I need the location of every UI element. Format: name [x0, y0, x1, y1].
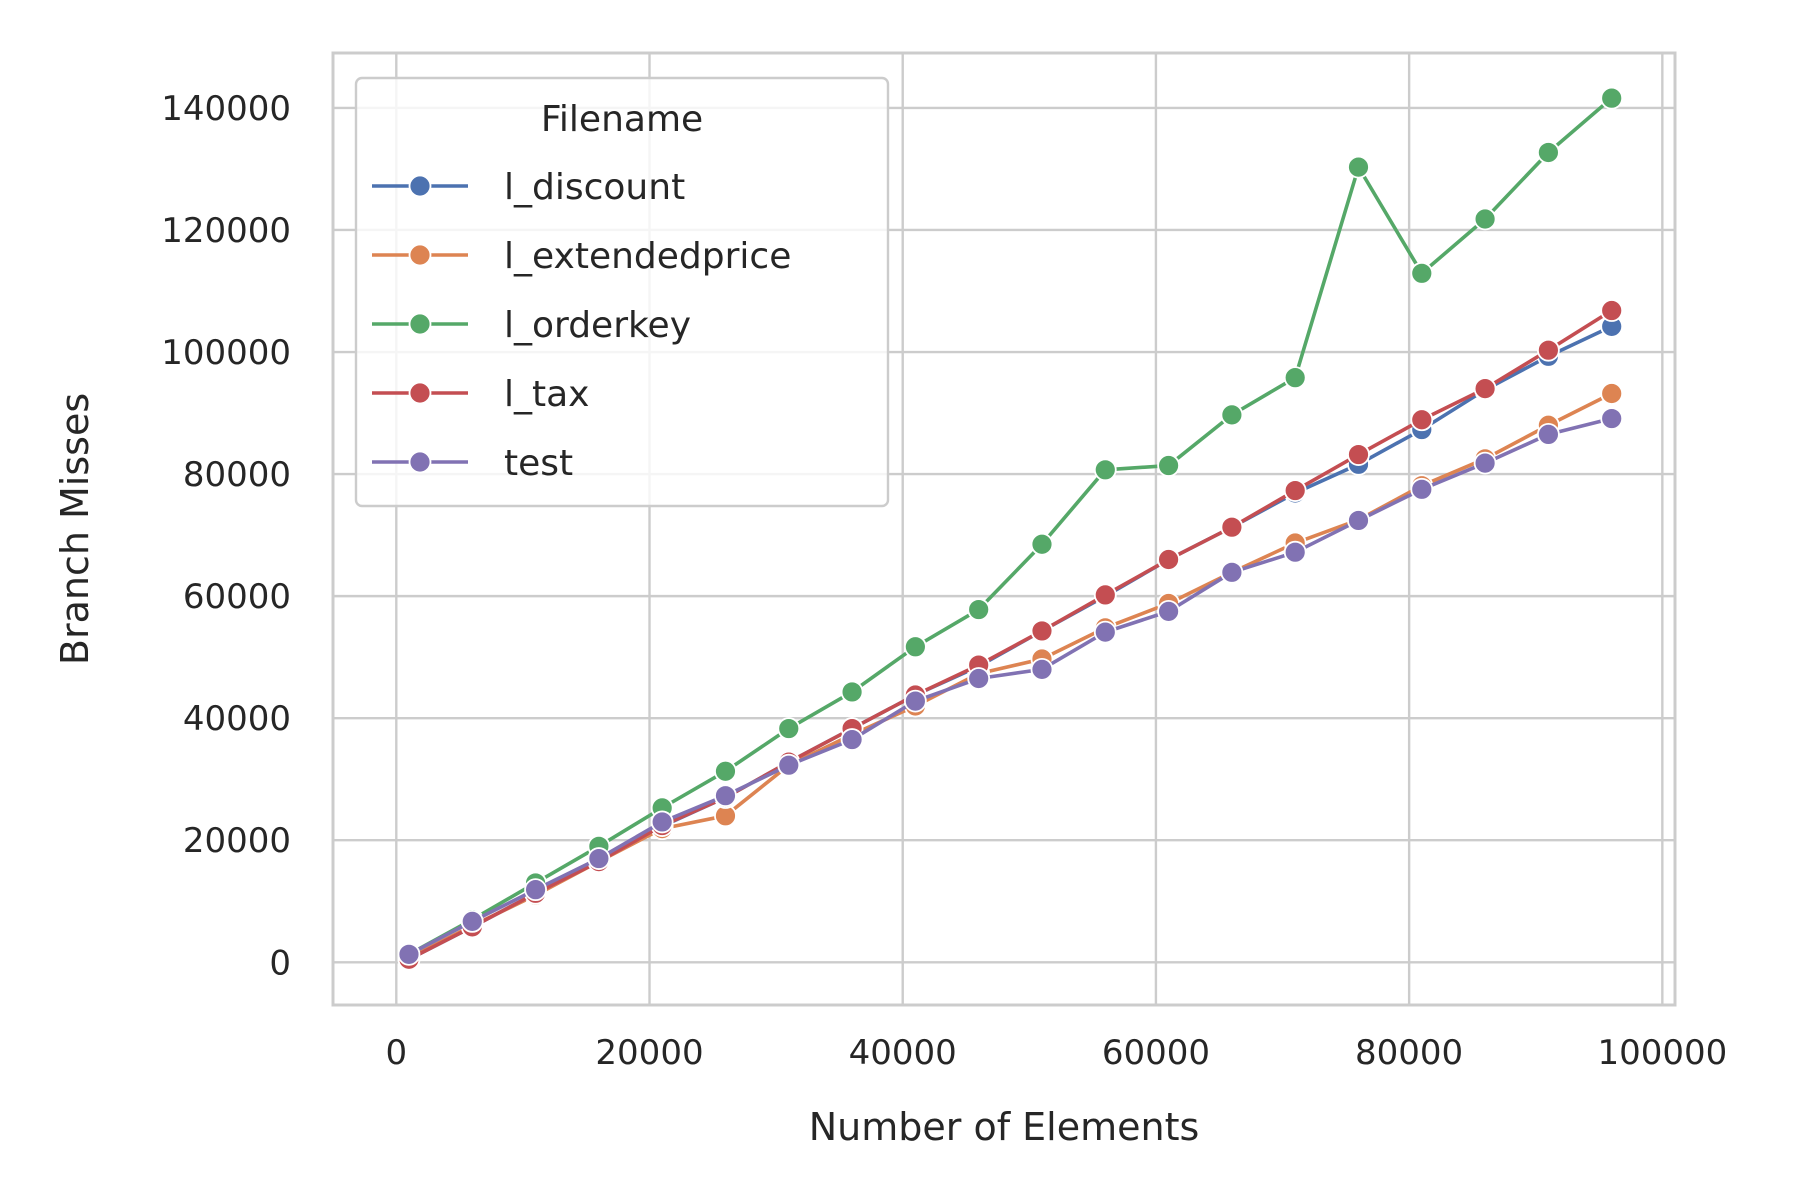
data-point-l_tax	[1347, 443, 1370, 466]
legend-label: l_discount	[504, 167, 685, 208]
legend: Filename l_discount l_extendedprice l_orde…	[354, 76, 890, 508]
y-tick-label: 100000	[161, 333, 291, 373]
data-point-test	[1347, 509, 1370, 532]
legend-swatch-marker	[408, 312, 432, 336]
legend-items: l_discount l_extendedprice l_orderkey l_tax…	[372, 167, 791, 484]
y-tick-label: 120000	[161, 211, 291, 251]
y-tick-label: 140000	[161, 89, 291, 129]
data-point-l_orderkey	[1283, 366, 1307, 390]
data-point-l_tax	[1030, 619, 1054, 643]
data-point-l_orderkey	[840, 680, 864, 704]
legend-swatch-marker	[408, 450, 432, 474]
data-point-l_tax	[1410, 408, 1434, 432]
y-tick-labels: 0 20000 40000 60000 80000 100000 120000 140000	[161, 89, 291, 983]
data-point-l_orderkey	[777, 717, 801, 740]
data-point-l_orderkey	[1600, 86, 1624, 110]
data-point-l_orderkey	[1347, 155, 1370, 179]
data-point-l_extendedprice	[1600, 382, 1624, 405]
data-point-l_tax	[1093, 583, 1117, 607]
data-point-l_orderkey	[1220, 403, 1244, 427]
data-point-l_tax	[1157, 548, 1180, 571]
x-tick-label: 100000	[1597, 1033, 1727, 1073]
data-point-test	[1093, 620, 1117, 644]
legend-swatch-marker	[408, 174, 432, 198]
data-point-test	[777, 753, 801, 777]
data-point-test	[903, 689, 927, 713]
x-tick-label: 80000	[1355, 1033, 1463, 1073]
y-axis-label: Branch Misses	[53, 393, 97, 665]
x-tick-label: 40000	[849, 1033, 957, 1073]
legend-title: Filename	[541, 99, 703, 140]
data-point-test	[1157, 599, 1180, 623]
data-point-test	[967, 667, 991, 690]
data-point-test	[1030, 657, 1054, 681]
data-point-test	[587, 847, 611, 870]
y-tick-label: 20000	[183, 821, 291, 861]
data-point-test	[1536, 423, 1560, 446]
legend-label: l_extendedprice	[504, 236, 791, 277]
data-point-test	[397, 942, 421, 966]
data-point-l_orderkey	[903, 635, 927, 659]
data-point-test	[1410, 477, 1434, 501]
legend-item-l_extendedprice: l_extendedprice	[372, 236, 791, 277]
data-point-test	[840, 728, 864, 751]
plot-frame	[331, 51, 1677, 1007]
data-point-l_orderkey	[714, 759, 737, 783]
x-axis-label: Number of Elements	[809, 1105, 1200, 1149]
legend-swatch-marker	[408, 381, 432, 405]
data-point-test	[460, 909, 484, 933]
data-point-test	[1473, 451, 1497, 475]
legend-item-l_tax: l_tax	[372, 374, 589, 415]
series-test	[397, 407, 1624, 966]
data-point-test	[714, 784, 737, 808]
series-line-l_orderkey	[408, 96, 1613, 956]
x-tick-label: 20000	[595, 1033, 703, 1073]
data-point-l_tax	[1600, 299, 1624, 322]
data-point-l_tax	[1220, 515, 1244, 539]
legend-item-test: test	[372, 443, 573, 484]
data-point-l_tax	[1473, 377, 1497, 401]
data-point-test	[650, 810, 674, 834]
legend-box	[354, 76, 890, 508]
legend-item-l_discount: l_discount	[372, 167, 685, 208]
data-point-l_orderkey	[1410, 261, 1434, 285]
data-point-l_orderkey	[1030, 532, 1054, 556]
x-tick-label: 60000	[1102, 1033, 1210, 1073]
data-point-l_orderkey	[967, 598, 991, 621]
legend-label: test	[504, 443, 573, 484]
x-tick-label: 0	[385, 1033, 407, 1073]
series-line-test	[408, 416, 1613, 956]
y-tick-label: 0	[269, 943, 291, 983]
data-point-test	[1220, 560, 1244, 584]
y-tick-label: 40000	[183, 699, 291, 739]
x-tick-labels: 0 20000 40000 60000 80000 100000	[385, 1033, 1727, 1073]
legend-swatch-marker	[408, 243, 432, 267]
data-point-test	[1283, 540, 1307, 564]
legend-label: l_orderkey	[504, 305, 691, 346]
legend-label: l_tax	[504, 374, 589, 415]
data-point-l_tax	[1283, 479, 1307, 502]
legend-item-l_orderkey: l_orderkey	[372, 305, 691, 346]
data-point-l_orderkey	[1473, 207, 1497, 231]
data-point-l_orderkey	[1093, 458, 1117, 482]
data-point-l_orderkey	[1157, 454, 1180, 477]
data-point-test	[524, 878, 547, 902]
series-group	[397, 86, 1624, 971]
y-tick-label: 60000	[183, 577, 291, 617]
data-point-test	[1600, 407, 1624, 430]
data-point-l_tax	[1536, 338, 1560, 362]
data-point-l_orderkey	[1536, 141, 1560, 164]
y-tick-label: 80000	[183, 455, 291, 495]
